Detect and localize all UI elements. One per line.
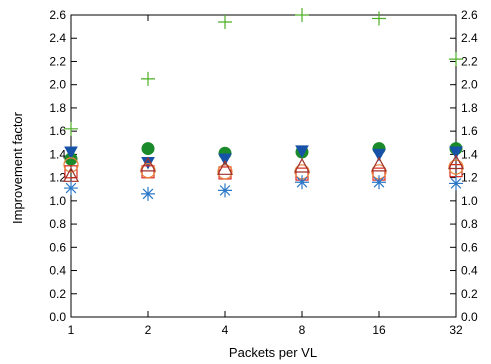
x-tick-label: 16 [372,323,386,337]
y-tick-label: 0.2 [49,287,66,301]
y-tick-label: 1.0 [49,194,66,208]
filled-triangle-down-marker [64,146,78,160]
asterisk-marker [218,183,232,198]
y-tick-label-right: 2.4 [461,31,478,45]
y-tick-label-right: 1.2 [461,171,478,185]
series-5 [63,157,464,180]
y-tick-label-right: 0.0 [461,310,478,324]
series-6 [62,154,465,182]
x-tick-label: 8 [299,323,306,337]
y-tick-label: 2.6 [49,8,66,22]
y-tick-label-right: 1.4 [461,147,478,161]
open-triangle-up-marker [370,156,388,172]
data-points [62,8,465,201]
series-4 [64,164,463,181]
plus-marker [218,14,232,29]
asterisk-marker [64,181,78,196]
y-tick-label: 1.2 [49,171,66,185]
y-tick-label-right: 2.6 [461,8,478,22]
y-tick-label: 0.6 [49,240,66,254]
filled-triangle-down-marker [218,153,232,167]
y-tick-label: 1.4 [49,147,66,161]
series-3 [64,145,463,170]
y-tick-label-right: 1.8 [461,101,478,115]
series-1 [64,8,463,136]
y-tick-label: 1.8 [49,101,66,115]
y-tick-label: 2.4 [49,31,66,45]
y-tick-label: 0.8 [49,217,66,231]
asterisk-marker [372,175,386,190]
y-tick-label: 1.6 [49,124,66,138]
x-axis-title: Packets per VL [229,345,317,360]
plus-marker [64,121,78,136]
open-triangle-up-marker [216,160,234,175]
y-tick-label-right: 2.0 [461,78,478,92]
filled-triangle-down-marker [372,148,386,162]
y-tick-label-right: 0.4 [461,264,478,278]
open-circle-marker [63,157,79,173]
filled-circle-marker [141,142,155,156]
y-tick-label-right: 0.2 [461,287,478,301]
series-7 [64,175,463,201]
series-2 [64,142,463,166]
plot-axes [70,14,457,318]
y-tick-labels-left: 0.0 0.2 0.4 0.6 0.8 1.0 1.2 1.4 1.6 1.8 2.0 2.2 2.4 2… [49,8,66,324]
open-circle-marker [448,159,464,175]
x-tick-labels: 1 2 4 8 16 32 [68,323,463,337]
open-circle-marker [217,164,233,180]
open-triangle-up-marker [447,154,465,170]
y-tick-label-right: 0.6 [461,240,478,254]
x-tick-label: 1 [68,323,75,337]
open-triangle-up-marker [293,157,311,173]
y-tick-label-right: 0.8 [461,217,478,231]
y-axis-title: Improvement factor [10,111,25,224]
y-tick-label: 2.2 [49,54,66,68]
open-triangle-up-marker [139,156,157,172]
y-tick-label-right: 2.2 [461,54,478,68]
filled-triangle-down-marker [295,145,309,158]
plus-marker [295,8,309,22]
asterisk-marker [141,186,155,201]
asterisk-marker [295,175,309,190]
x-tick-label: 4 [222,323,229,337]
y-tick-label: 2.0 [49,78,66,92]
plus-marker [449,52,463,67]
y-tick-label: 0.4 [49,264,66,278]
open-square-marker [64,165,78,179]
y-tick-label-right: 1.0 [461,194,478,208]
filled-triangle-down-marker [449,146,463,160]
y-tick-label-right: 1.6 [461,124,478,138]
asterisk-marker [449,176,463,191]
y-tick-label: 0.0 [49,310,66,324]
y-tick-labels-right: 0.0 0.2 0.4 0.6 0.8 1.0 1.2 1.4 1.6 1.8 2.0 2.2 2.4 2… [461,8,478,324]
x-tick-label: 32 [449,323,463,337]
plus-marker [141,71,155,86]
plot-frame [70,14,457,318]
plus-marker [372,11,386,26]
x-tick-label: 2 [145,323,152,337]
